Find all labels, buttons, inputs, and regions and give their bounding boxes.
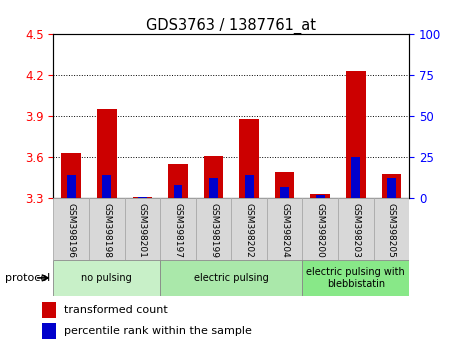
Text: electric pulsing: electric pulsing — [194, 273, 269, 283]
Bar — [267, 198, 303, 260]
Bar — [102, 175, 111, 198]
Text: GSM398204: GSM398204 — [280, 203, 289, 258]
Text: GSM398197: GSM398197 — [173, 203, 182, 258]
Title: GDS3763 / 1387761_at: GDS3763 / 1387761_at — [146, 17, 316, 34]
Bar — [196, 198, 232, 260]
Text: GSM398196: GSM398196 — [67, 203, 76, 258]
Text: GSM398202: GSM398202 — [245, 203, 253, 258]
Bar — [97, 109, 117, 198]
Bar — [316, 195, 325, 198]
Text: transformed count: transformed count — [64, 305, 168, 315]
Bar — [125, 198, 160, 260]
Bar — [204, 156, 223, 198]
Bar — [303, 260, 409, 296]
Bar — [42, 323, 56, 339]
Bar — [280, 187, 289, 198]
Text: GSM398200: GSM398200 — [316, 203, 325, 258]
Bar — [245, 175, 253, 198]
Bar — [382, 173, 401, 198]
Bar — [168, 164, 188, 198]
Bar — [239, 119, 259, 198]
Bar — [160, 198, 196, 260]
Bar — [209, 178, 218, 198]
Bar — [311, 194, 330, 198]
Bar — [303, 198, 338, 260]
Bar — [67, 175, 76, 198]
Bar — [89, 198, 125, 260]
Text: GSM398198: GSM398198 — [102, 203, 111, 258]
Text: GSM398199: GSM398199 — [209, 203, 218, 258]
Text: GSM398205: GSM398205 — [387, 203, 396, 258]
Bar — [61, 153, 81, 198]
Text: GSM398201: GSM398201 — [138, 203, 147, 258]
Text: GSM398203: GSM398203 — [352, 203, 360, 258]
Text: no pulsing: no pulsing — [81, 273, 132, 283]
Bar — [173, 185, 182, 198]
Bar — [53, 260, 160, 296]
Bar — [275, 172, 294, 198]
Bar — [338, 198, 374, 260]
Bar — [346, 71, 365, 198]
Bar — [138, 196, 147, 198]
Bar — [387, 178, 396, 198]
Bar — [232, 198, 267, 260]
Bar — [42, 302, 56, 318]
Bar — [160, 260, 303, 296]
Text: protocol: protocol — [5, 273, 50, 283]
Bar — [133, 197, 152, 198]
Bar — [374, 198, 409, 260]
Bar — [352, 157, 360, 198]
Text: electric pulsing with
blebbistatin: electric pulsing with blebbistatin — [306, 267, 405, 289]
Text: percentile rank within the sample: percentile rank within the sample — [64, 326, 252, 336]
Bar — [53, 198, 89, 260]
